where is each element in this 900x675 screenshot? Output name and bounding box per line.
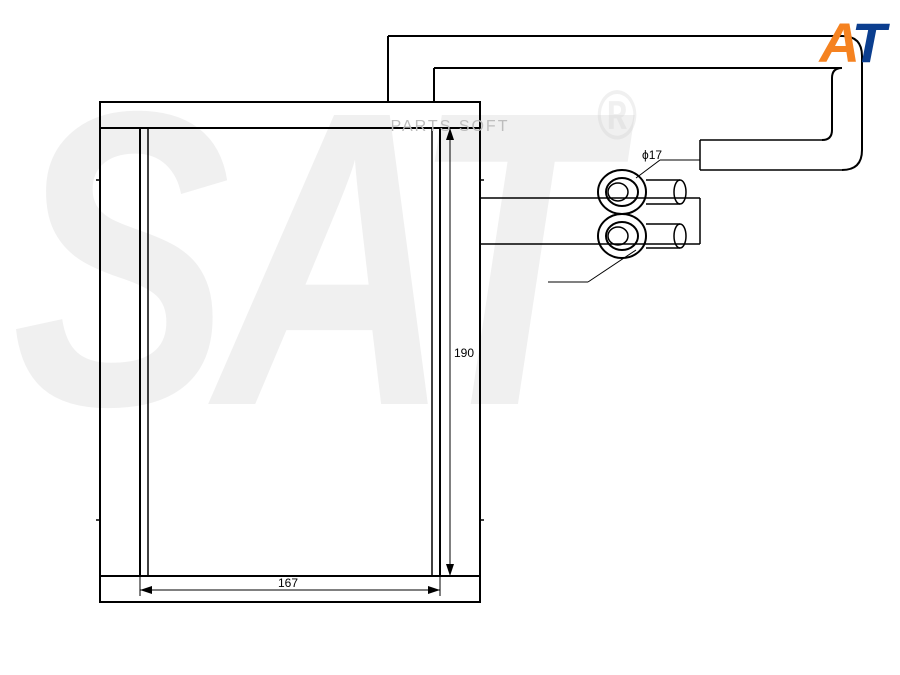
logo-at: AT	[819, 10, 882, 75]
dim-height: 190	[454, 346, 474, 360]
logo-a-letter: A	[819, 11, 851, 74]
technical-drawing	[0, 0, 900, 675]
dim-width: 167	[278, 576, 298, 590]
watermark-parts-soft: PARTS SOFT	[0, 118, 900, 136]
diagram-canvas: SAT®	[0, 0, 900, 675]
dim-pipe-diameter: ϕ17	[642, 148, 662, 162]
logo-t-letter: T	[852, 11, 882, 74]
